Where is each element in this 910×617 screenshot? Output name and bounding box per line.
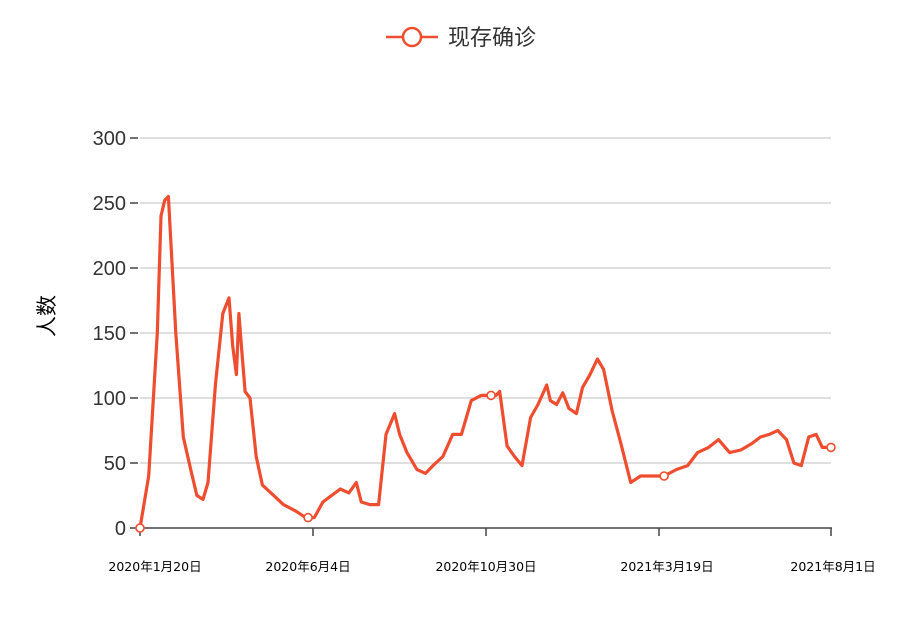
marker-layer [135,390,836,533]
data-point-marker[interactable] [303,512,313,523]
x-axis: 2020年1月20日 2020年6月4日 2020年10月30日 2021年3月19日… [108,527,876,574]
y-axis: 0 50 100 150 200 250 300 [93,128,138,540]
data-point-marker[interactable] [135,523,145,533]
legend-marker-icon [401,26,423,48]
y-tick-label: 0 [115,518,126,540]
y-tick-label: 50 [104,453,126,475]
x-tick-label: 2021年3月19日 [620,559,713,574]
y-axis-label: 人数 [35,295,59,337]
legend-series-label: 现存确诊 [448,26,536,51]
y-tick-label: 300 [93,128,126,150]
y-tick-label: 150 [93,323,126,345]
x-tick-label: 2020年10月30日 [435,559,536,574]
y-tick-label: 250 [93,193,126,215]
legend[interactable]: 现存确诊 [386,26,536,51]
x-tick-label: 2020年1月20日 [108,559,201,574]
y-gridlines [140,137,831,464]
data-point-marker[interactable] [486,390,496,401]
data-point-marker[interactable] [659,471,669,481]
x-tick-label: 2021年8月1日 [790,559,875,574]
y-tick-label: 200 [93,258,126,280]
x-tick-label: 2020年6月4日 [265,559,350,574]
series-line-current-cases [138,194,833,530]
y-tick-label: 100 [93,388,126,410]
data-point-marker[interactable] [826,442,836,453]
series-layer [138,194,833,530]
